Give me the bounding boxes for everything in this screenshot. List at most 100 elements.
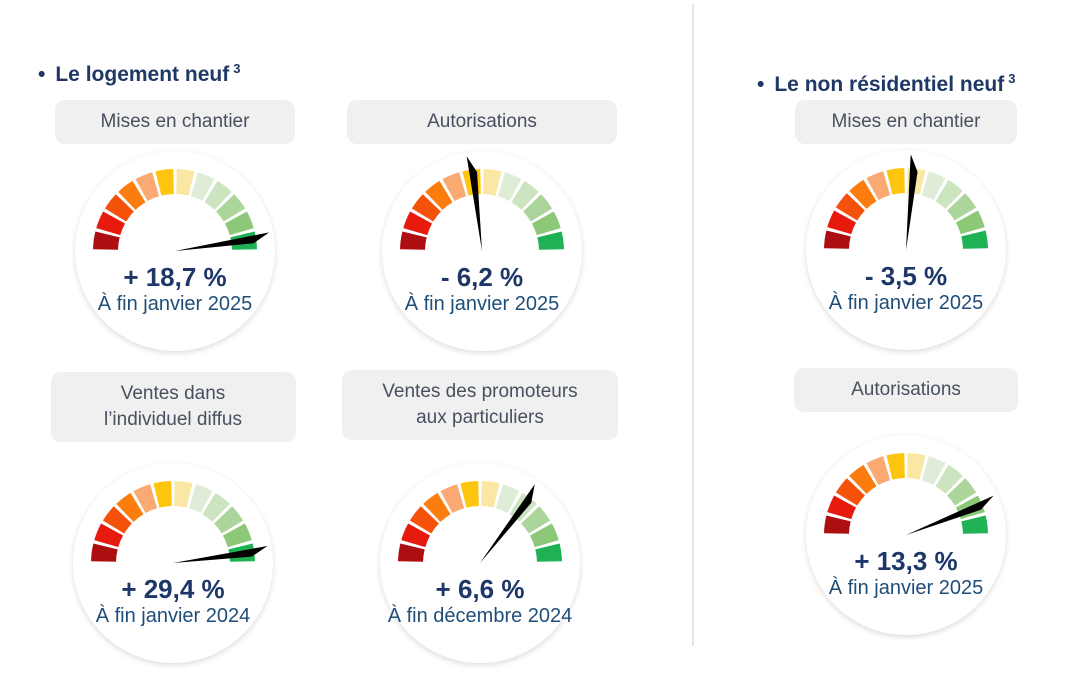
gauge-card-logement-autorisations: Autorisations - 6,2 % À fin janvier 2025 — [342, 100, 622, 351]
gauge-value: + 18,7 % — [123, 262, 227, 292]
gauge-segment — [511, 180, 539, 210]
metric-label-pill: Mises en chantier — [795, 100, 1017, 144]
section-title-text: Le logement neuf — [55, 63, 230, 86]
gauge-segment — [188, 484, 213, 514]
gauge-segment — [411, 194, 441, 222]
gauge-segment — [483, 169, 502, 196]
gauge-segment — [91, 543, 118, 562]
gauge-segment — [955, 210, 985, 235]
gauge-segment — [400, 231, 427, 250]
gauge-segment — [423, 492, 451, 522]
gauge-segment — [216, 194, 246, 222]
gauge-segment — [460, 481, 479, 508]
gauge-card-logement-mises-en-chantier: Mises en chantier + 18,7 % À fin janvier… — [35, 100, 315, 351]
metric-label: Ventes des promoteurs aux particuliers — [382, 381, 578, 428]
metric-label: Ventes dans l’individuel diffus — [103, 383, 242, 430]
gauge-needle — [906, 155, 918, 250]
gauge-value: + 13,3 % — [854, 546, 958, 576]
gauge — [806, 435, 1006, 635]
gauge-segment — [531, 211, 561, 236]
gauge-value: - 3,5 % — [864, 261, 948, 291]
gauge-segment — [102, 506, 132, 534]
metric-label: Mises en chantier — [100, 111, 250, 132]
gauge-period: À fin janvier 2025 — [828, 292, 984, 314]
gauge-segment — [866, 171, 891, 201]
gauge-segment — [921, 171, 946, 201]
gauge-card-nonres-autorisations: Autorisations + 13,3 % À fin janvier 202… — [766, 368, 1046, 635]
gauge-segment — [849, 179, 877, 209]
gauge-segment — [190, 172, 215, 202]
metric-label: Mises en chantier — [831, 111, 981, 132]
gauge-segment — [214, 506, 244, 534]
metric-label: Autorisations — [851, 379, 961, 400]
gauge-segment — [886, 453, 905, 480]
gauge-card-ventes-individuel-diffus: Ventes dans l’individuel diffus + 29,4 %… — [33, 372, 313, 663]
gauge-svg — [398, 481, 562, 563]
gauge — [806, 150, 1006, 350]
gauge-value: - 6,2 % — [440, 262, 524, 292]
gauge-segment — [133, 484, 158, 514]
gauge-segment — [224, 211, 254, 236]
gauge-segment — [835, 193, 865, 221]
gauge-chart — [806, 440, 1006, 544]
gauge-chart — [382, 156, 582, 260]
metric-label-pill: Autorisations — [347, 100, 617, 144]
gauge-segment — [947, 478, 977, 506]
gauge-card-nonres-mises-en-chantier: Mises en chantier - 3,5 % À fin janvier … — [766, 100, 1046, 350]
gauge-segment — [176, 169, 195, 196]
gauge-segment — [174, 481, 193, 508]
gauge-period: À fin janvier 2024 — [95, 605, 251, 627]
footnote-ref: 3 — [233, 61, 241, 76]
gauge-segment — [403, 211, 433, 236]
gauge-segment — [495, 484, 520, 514]
metric-label-pill: Mises en chantier — [55, 100, 295, 144]
bullet-icon: • — [757, 73, 765, 96]
gauge-segment — [886, 168, 905, 195]
gauge-segment — [961, 230, 988, 249]
gauge-segment — [118, 180, 146, 210]
section-title-non-residentiel-neuf: • Le non résidentiel neuf 3 — [757, 64, 1015, 100]
gauge — [75, 151, 275, 351]
gauge-segment — [409, 506, 439, 534]
metric-label-pill: Ventes des promoteurs aux particuliers — [342, 370, 618, 440]
gauge-segment — [96, 211, 126, 236]
gauge-segment — [935, 464, 963, 494]
gauge-chart — [380, 468, 580, 572]
gauge-segment — [93, 231, 120, 250]
gauge-segment — [827, 495, 857, 520]
gauge-segment — [824, 515, 851, 534]
gauge-segment — [529, 523, 559, 548]
gauge-segment — [155, 169, 174, 196]
gauge-svg — [91, 481, 268, 563]
gauge-segment — [135, 172, 160, 202]
gauge-segment — [866, 456, 891, 486]
gauge-segment — [398, 543, 425, 562]
gauge-segment — [537, 231, 564, 250]
gauge-segment — [935, 179, 963, 209]
gauge-segment — [481, 481, 500, 508]
gauge-segment — [921, 456, 946, 486]
gauge-period: À fin janvier 2025 — [828, 577, 984, 599]
gauge-segment — [442, 172, 467, 202]
gauge-card-ventes-promoteurs: Ventes des promoteurs aux particuliers +… — [340, 370, 620, 663]
gauge-segment — [521, 506, 551, 534]
gauge-segment — [535, 543, 562, 562]
gauge-segment — [222, 523, 252, 548]
metric-label-pill: Autorisations — [794, 368, 1018, 412]
gauge-value: + 29,4 % — [121, 574, 225, 604]
section-divider — [692, 4, 694, 646]
gauge-segment — [202, 492, 230, 522]
metric-label-pill: Ventes dans l’individuel diffus — [50, 372, 296, 442]
gauge-period: À fin janvier 2025 — [404, 293, 560, 315]
gauge-chart — [806, 155, 1006, 259]
gauge-segment — [94, 523, 124, 548]
gauge-period: À fin janvier 2025 — [97, 293, 253, 315]
gauge-segment — [849, 464, 877, 494]
gauge-segment — [824, 230, 851, 249]
gauge-period: À fin décembre 2024 — [387, 605, 573, 627]
footnote-ref: 3 — [1008, 71, 1016, 86]
gauge-segment — [961, 515, 988, 534]
gauge-segment — [204, 180, 232, 210]
gauge-segment — [907, 453, 926, 480]
